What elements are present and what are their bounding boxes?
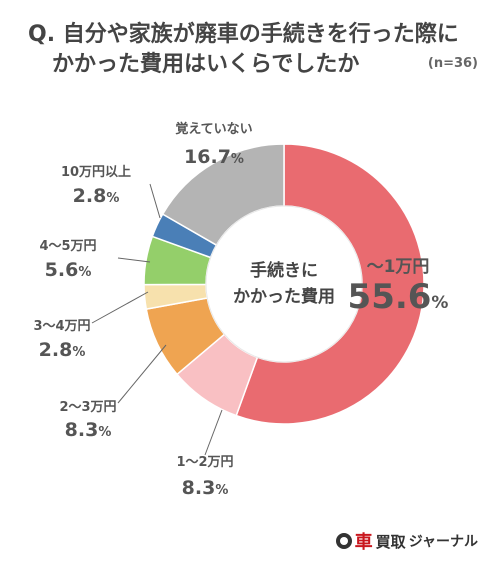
title-line-1: Q. 自分や家族が廃車の手続きを行った際に bbox=[28, 22, 459, 47]
slice-value-5: 2.8% bbox=[73, 185, 120, 207]
tire-icon bbox=[335, 533, 352, 549]
center-label-line-2: かかった費用 bbox=[233, 286, 335, 307]
slice-label-1: 1〜2万円 bbox=[176, 455, 233, 470]
slice-label-0: 〜1万円 bbox=[367, 257, 430, 277]
slice-label-2: 2〜3万円 bbox=[59, 400, 116, 415]
leader-line-5 bbox=[149, 183, 161, 219]
logo-sub-text: 買取 bbox=[375, 532, 406, 551]
leader-line-3 bbox=[91, 291, 149, 324]
logo-main-text: 車 bbox=[354, 532, 373, 553]
title-line-2: かかった費用はいくらでしたか bbox=[52, 52, 360, 77]
slice-label-6: 覚えていない bbox=[174, 121, 252, 137]
leader-line-2 bbox=[117, 344, 167, 404]
slice-value-3: 2.8% bbox=[39, 339, 86, 361]
slice-value-1: 8.3% bbox=[182, 477, 229, 499]
center-label-line-1: 手続きに bbox=[250, 260, 318, 281]
brand-logo: 車 買取 ジャーナル bbox=[335, 528, 478, 554]
slice-value-2: 8.3% bbox=[65, 419, 112, 441]
slice-value-6: 16.7% bbox=[184, 146, 244, 168]
chart-title: Q. 自分や家族が廃車の手続きを行った際に かかった費用はいくらでしたか bbox=[28, 20, 488, 80]
leader-line-1 bbox=[204, 409, 223, 456]
slice-label-5: 10万円以上 bbox=[61, 165, 131, 180]
slice-label-3: 3〜4万円 bbox=[33, 319, 90, 334]
leader-line-4 bbox=[117, 257, 151, 263]
logo-rest-text: ジャーナル bbox=[408, 534, 478, 550]
slice-label-4: 4〜5万円 bbox=[39, 239, 96, 254]
slice-value-0: 55.6% bbox=[348, 277, 449, 317]
slice-value-4: 5.6% bbox=[45, 259, 92, 281]
sample-size: (n=36) bbox=[427, 56, 478, 71]
donut-hole bbox=[205, 205, 363, 363]
